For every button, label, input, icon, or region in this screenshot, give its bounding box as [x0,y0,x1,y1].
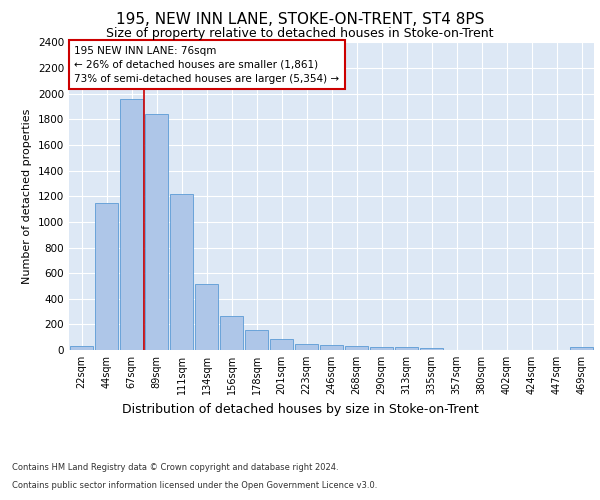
Text: Contains HM Land Registry data © Crown copyright and database right 2024.: Contains HM Land Registry data © Crown c… [12,462,338,471]
Bar [220,316,243,350]
Bar [395,348,418,350]
Bar [345,346,368,350]
Text: 195 NEW INN LANE: 76sqm
← 26% of detached houses are smaller (1,861)
73% of semi: 195 NEW INN LANE: 76sqm ← 26% of detache… [74,46,340,84]
Bar [120,99,143,350]
Bar [145,114,168,350]
Bar [270,340,293,350]
Bar [195,284,218,350]
Text: Contains public sector information licensed under the Open Government Licence v3: Contains public sector information licen… [12,481,377,490]
Text: Distribution of detached houses by size in Stoke-on-Trent: Distribution of detached houses by size … [122,402,478,415]
Text: Size of property relative to detached houses in Stoke-on-Trent: Size of property relative to detached ho… [106,28,494,40]
Bar [370,348,393,350]
Bar [420,348,443,350]
Bar [70,346,93,350]
Bar [570,348,593,350]
Y-axis label: Number of detached properties: Number of detached properties [22,108,32,284]
Text: 195, NEW INN LANE, STOKE-ON-TRENT, ST4 8PS: 195, NEW INN LANE, STOKE-ON-TRENT, ST4 8… [116,12,484,28]
Bar [95,202,118,350]
Bar [170,194,193,350]
Bar [295,344,318,350]
Bar [320,344,343,350]
Bar [245,330,268,350]
